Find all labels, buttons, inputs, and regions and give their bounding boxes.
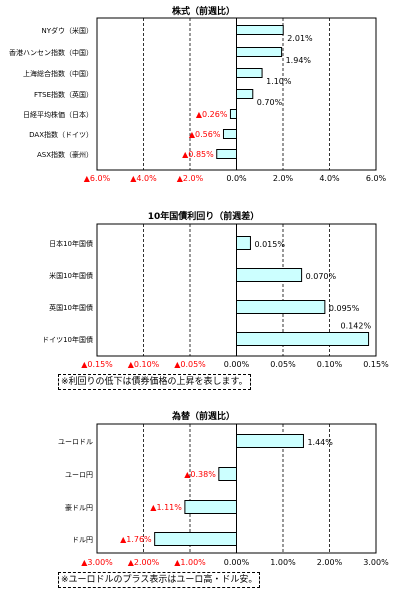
tick-label: ▲2.0% (177, 174, 204, 183)
category-label: ユーロドル (58, 438, 93, 446)
bar (236, 300, 326, 314)
category-label: FTSE指数（英国） (34, 90, 93, 99)
data-label: 0.142% (341, 322, 372, 331)
tick-label: ▲1.00% (174, 558, 206, 567)
category-label: NYダウ（米国） (41, 26, 93, 35)
tick-label: ▲4.0% (130, 174, 157, 183)
bar (236, 434, 304, 448)
category-label: ドル円 (72, 536, 93, 544)
tick-label: ▲3.00% (81, 558, 113, 567)
tick-label: 6.0% (366, 174, 387, 183)
data-label: 1.94% (286, 56, 312, 65)
tick-label: 4.0% (319, 174, 340, 183)
tick-label: ▲0.10% (128, 360, 160, 369)
category-label: ASX指数（豪州） (37, 150, 93, 159)
bar (236, 332, 370, 346)
category-label: DAX指数（ドイツ） (29, 130, 93, 139)
chart-title-fx: 為替（前週比） (171, 412, 235, 422)
bar (222, 129, 237, 139)
data-label: 0.070% (306, 272, 337, 281)
tick-label: ▲6.0% (84, 174, 111, 183)
chart-title-bonds: 10年国債利回り（前週差） (147, 212, 260, 222)
category-label: 日本10年国債 (49, 239, 93, 248)
bar (236, 68, 263, 78)
category-label: 香港ハンセン指数（中国） (9, 48, 93, 57)
chart-title-stocks: 株式（前週比） (171, 7, 235, 17)
tick-label: ▲0.15% (81, 360, 113, 369)
bar (216, 149, 238, 159)
bar (236, 25, 284, 35)
bar (236, 268, 303, 282)
data-label: 1.44% (307, 438, 333, 447)
tick-label: 0.10% (317, 360, 343, 369)
data-label: ▲0.38% (184, 470, 216, 479)
bar (229, 109, 238, 119)
bar (236, 236, 251, 250)
bar (236, 47, 283, 57)
category-label: 英国10年国債 (49, 303, 93, 312)
data-label: ▲0.26% (196, 110, 228, 119)
fx-note: ※ユーロドルのプラス表示はユーロ高・ドル安。 (58, 572, 261, 588)
category-label: 日経平均株価（日本） (23, 110, 93, 119)
tick-label: 0.15% (363, 360, 389, 369)
data-label: ▲0.85% (182, 150, 214, 159)
data-label: ▲1.11% (150, 503, 182, 512)
tick-label: ▲0.05% (174, 360, 206, 369)
category-label: ドイツ10年国債 (42, 335, 93, 344)
tick-label: 2.00% (317, 558, 343, 567)
bar (154, 532, 237, 546)
tick-label: 0.00% (224, 360, 250, 369)
tick-label: 2.0% (273, 174, 294, 183)
tick-label: 0.00% (224, 558, 250, 567)
category-label: ユーロ円 (65, 471, 93, 479)
category-label: 上海総合指数（中国） (23, 69, 93, 78)
tick-label: ▲2.00% (128, 558, 160, 567)
data-label: 0.015% (254, 240, 285, 249)
tick-label: 0.0% (226, 174, 247, 183)
data-label: 0.095% (329, 304, 360, 313)
tick-label: 0.05% (270, 360, 296, 369)
data-label: 0.70% (257, 98, 283, 107)
category-label: 豪ドル円 (65, 503, 93, 512)
category-label: 米国10年国債 (49, 271, 93, 280)
tick-label: 3.00% (363, 558, 389, 567)
data-label: 2.01% (287, 34, 313, 43)
bar (184, 500, 237, 514)
tick-label: 1.00% (270, 558, 296, 567)
bond-note: ※利回りの低下は債券価格の上昇を表します。 (58, 374, 251, 390)
data-label: ▲0.56% (189, 130, 221, 139)
bar (236, 89, 254, 99)
bar (218, 467, 238, 481)
data-label: 1.10% (266, 77, 292, 86)
data-label: ▲1.76% (120, 535, 152, 544)
